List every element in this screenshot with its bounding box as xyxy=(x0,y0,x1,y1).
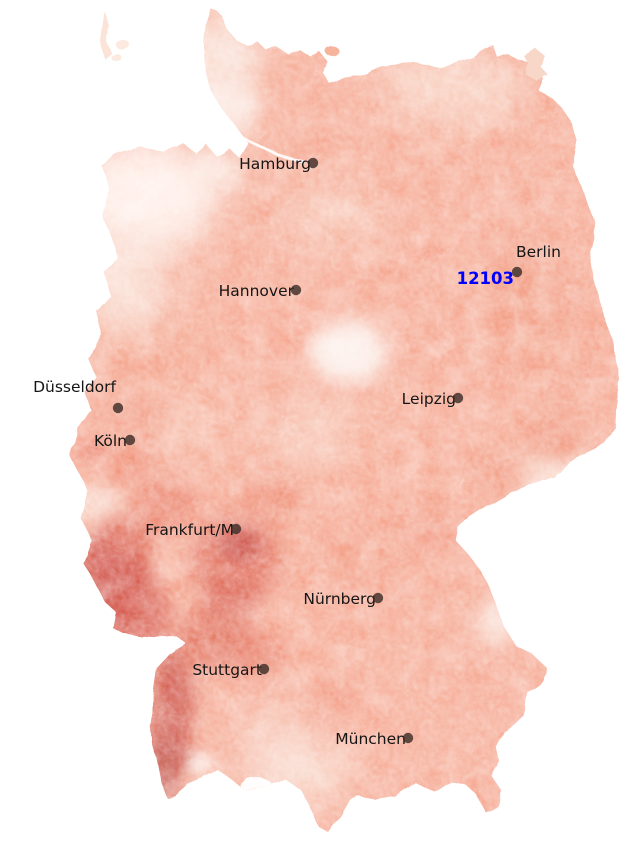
island-ruegen xyxy=(523,48,547,80)
city-label-hannover: Hannover xyxy=(219,282,295,300)
lake-constance xyxy=(240,777,272,795)
city-label-leipzig: Leipzig xyxy=(402,390,456,408)
island-amrum xyxy=(112,54,122,62)
island-foehr xyxy=(115,39,129,49)
city-marker-m-nchen xyxy=(402,732,414,744)
city-marker-stuttgart xyxy=(258,663,270,675)
city-label-n-rnberg: Nürnberg xyxy=(303,590,376,608)
city-marker-hamburg xyxy=(307,157,319,169)
elbe-river xyxy=(243,136,305,164)
city-label-stuttgart: Stuttgart xyxy=(192,661,262,679)
city-marker-leipzig xyxy=(452,392,464,404)
city-label-frankfurt-m: Frankfurt/M xyxy=(145,521,234,539)
city-marker-n-rnberg xyxy=(372,592,384,604)
plz-highlight-label: 12103 xyxy=(457,269,514,288)
city-label-m-nchen: München xyxy=(335,730,406,748)
city-marker-hannover xyxy=(290,284,302,296)
city-marker-frankfurt-m xyxy=(230,523,242,535)
city-label-hamburg: Hamburg xyxy=(239,155,311,173)
island-fehmarn xyxy=(326,47,340,57)
city-marker-d-sseldorf xyxy=(112,402,124,414)
city-label-berlin: Berlin xyxy=(516,243,561,261)
city-label-k-ln: Köln xyxy=(94,432,127,450)
city-layer: Hamburg Berlin Hannover Düsseldorf Köln Leipz… xyxy=(33,155,561,748)
city-label-d-sseldorf: Düsseldorf xyxy=(33,378,116,396)
city-marker-k-ln xyxy=(124,434,136,446)
city-marker-berlin xyxy=(511,266,523,278)
island-sylt xyxy=(101,12,112,60)
